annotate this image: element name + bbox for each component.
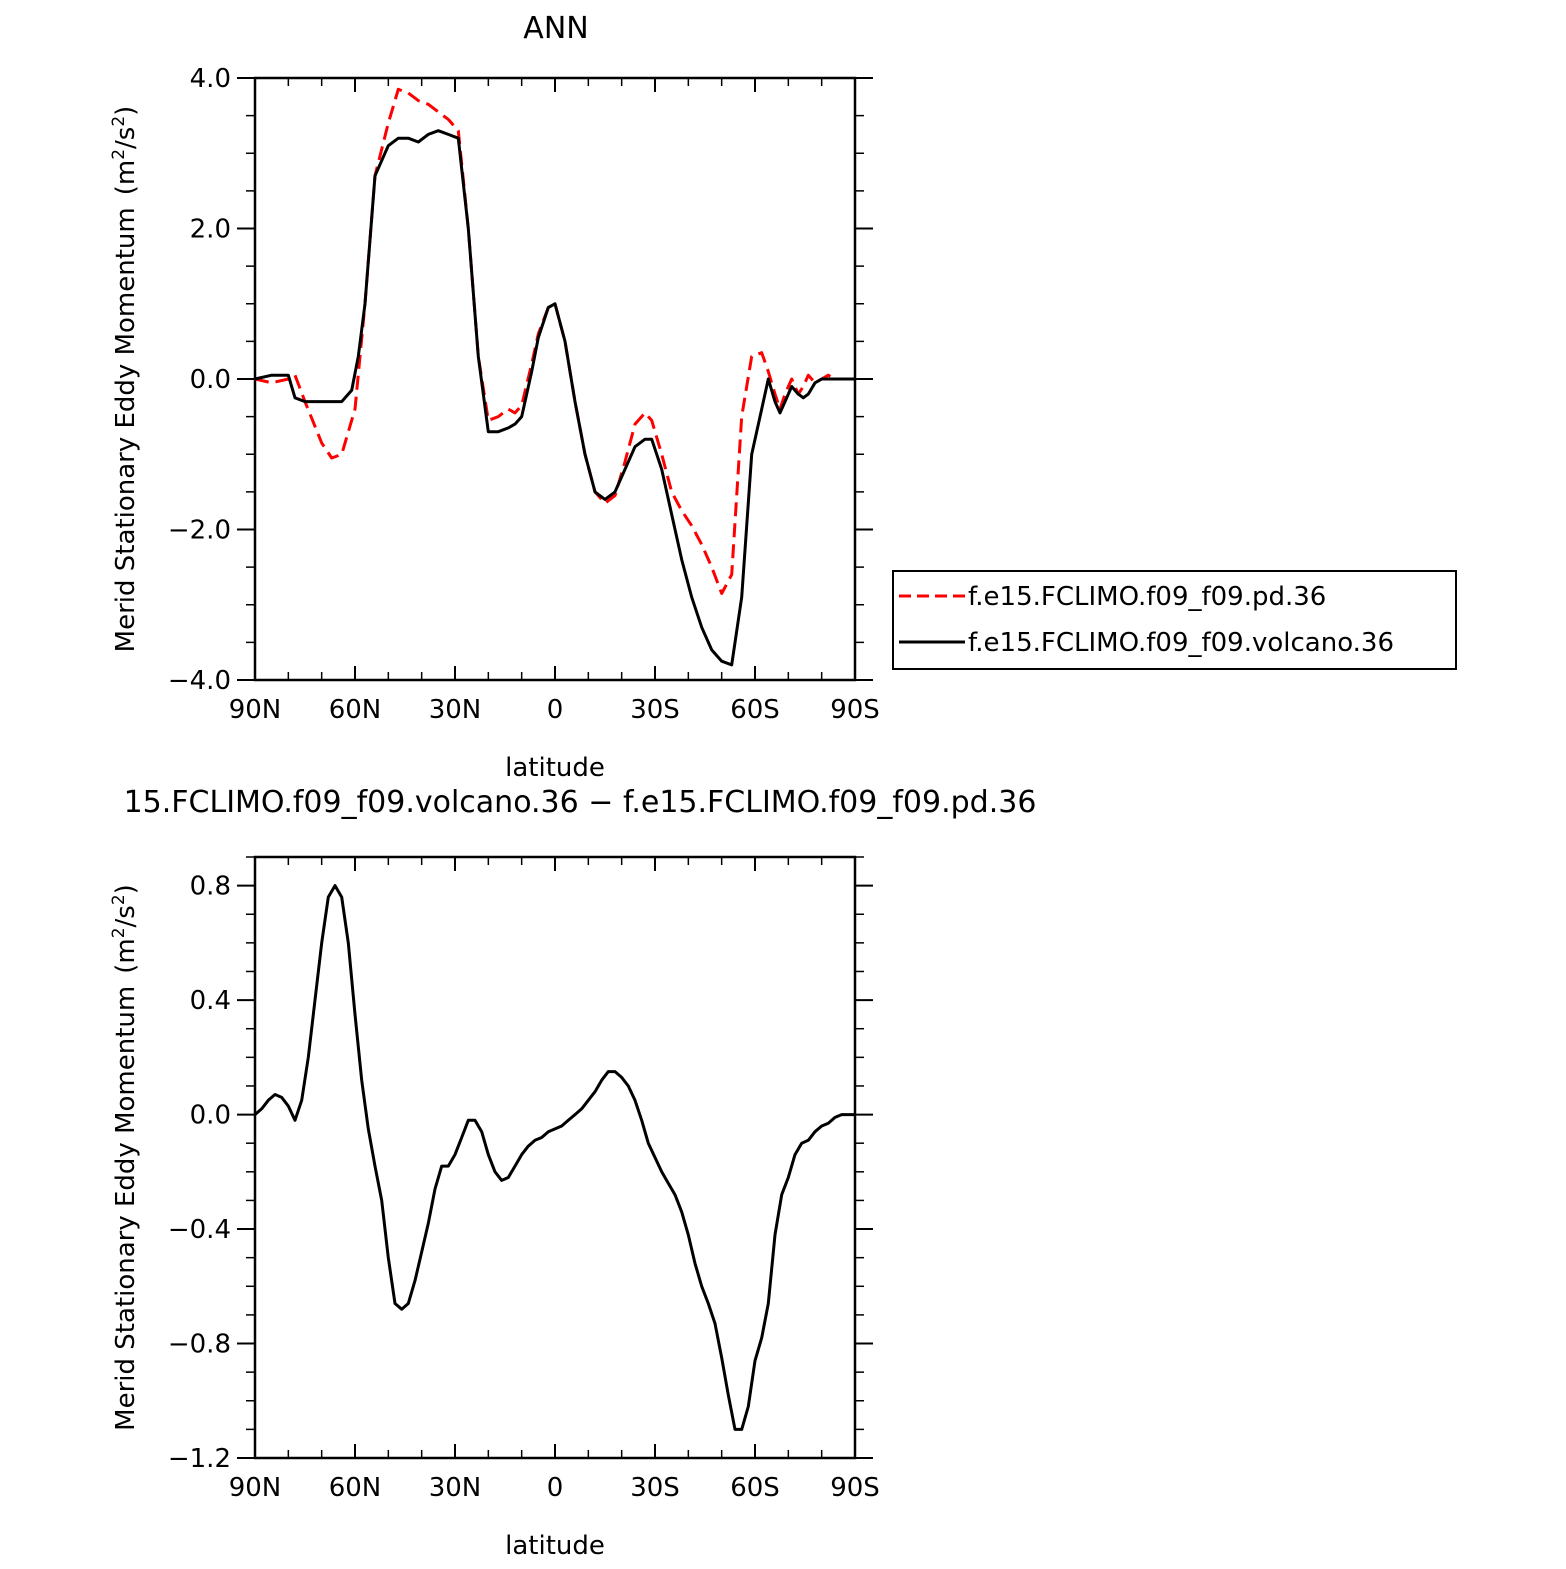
x-tick-label: 90N xyxy=(229,695,282,725)
chart-title: 15.FCLIMO.f09_f09.volcano.36 − f.e15.FCL… xyxy=(124,785,1037,820)
x-tick-label: 30S xyxy=(630,695,680,725)
y-axis-unit-sup: 2 xyxy=(109,927,129,938)
y-tick-label: −4.0 xyxy=(168,666,231,696)
y-axis-label: Merid Stationary Eddy Momentum(m2/s2) xyxy=(109,106,141,653)
y-tick-label: −2.0 xyxy=(168,516,231,546)
y-tick-label: 0.8 xyxy=(190,872,231,902)
plot-frame xyxy=(253,855,857,1460)
plot-frame xyxy=(253,76,857,682)
legend: f.e15.FCLIMO.f09_f09.pd.36 f.e15.FCLIMO.f… xyxy=(892,570,1457,670)
y-tick-label: −0.8 xyxy=(168,1330,231,1360)
x-tick-label: 60S xyxy=(730,695,780,725)
x-tick-label: 60S xyxy=(730,1473,780,1503)
bottom-panel: 15.FCLIMO.f09_f09.volcano.36 − f.e15.FCL… xyxy=(109,785,1036,1561)
x-tick-label: 90S xyxy=(830,1473,880,1503)
y-axis-unit-part: ) xyxy=(111,106,141,116)
x-tick-label: 30N xyxy=(429,1473,482,1503)
y-axis-unit-sup: 2 xyxy=(109,116,129,127)
y-axis-unit-part: (m xyxy=(111,160,141,195)
legend-label: f.e15.FCLIMO.f09_f09.pd.36 xyxy=(968,582,1326,612)
series-line-0 xyxy=(254,884,855,1431)
y-tick-label: 0.0 xyxy=(190,1101,231,1131)
top-panel: ANN 90N 60N 30N 0 30S 60S 90S −4.0 −2.0 0.0 2.0 4.0 l… xyxy=(109,11,880,783)
chart-title: ANN xyxy=(523,11,588,46)
x-tick-label: 30S xyxy=(630,1473,680,1503)
y-axis-label: Merid Stationary Eddy Momentum(m2/s2) xyxy=(109,884,141,1431)
series-line-0 xyxy=(254,87,855,595)
y-axis-unit-part: (m xyxy=(111,938,141,973)
y-axis-unit-sup: 2 xyxy=(109,894,129,905)
x-tick-label: 0 xyxy=(547,1473,564,1503)
x-tick-label: 90S xyxy=(830,695,880,725)
x-axis-label: latitude xyxy=(505,1531,605,1561)
legend-label: f.e15.FCLIMO.f09_f09.volcano.36 xyxy=(968,628,1394,658)
y-tick-label: 4.0 xyxy=(190,64,231,94)
y-axis-unit-sup: 2 xyxy=(109,149,129,160)
x-tick-label: 90N xyxy=(229,1473,282,1503)
x-tick-label: 30N xyxy=(429,695,482,725)
y-axis-label-text: Merid Stationary Eddy Momentum xyxy=(111,207,141,652)
x-axis-label: latitude xyxy=(505,753,605,783)
y-axis-unit-part: /s xyxy=(111,905,141,927)
y-tick-label: 0.4 xyxy=(190,986,231,1016)
y-tick-label: −1.2 xyxy=(168,1444,231,1474)
x-tick-label: 0 xyxy=(547,695,564,725)
y-tick-label: −0.4 xyxy=(168,1215,231,1245)
y-tick-label: 2.0 xyxy=(190,215,231,245)
legend-box xyxy=(892,570,1457,670)
series-line-1 xyxy=(254,129,855,667)
y-axis-unit-part: /s xyxy=(111,127,141,149)
x-tick-label: 60N xyxy=(329,695,382,725)
y-axis-unit-part: ) xyxy=(111,884,141,894)
y-tick-label: 0.0 xyxy=(190,365,231,395)
y-axis-label-text: Merid Stationary Eddy Momentum xyxy=(111,986,141,1431)
x-tick-label: 60N xyxy=(329,1473,382,1503)
